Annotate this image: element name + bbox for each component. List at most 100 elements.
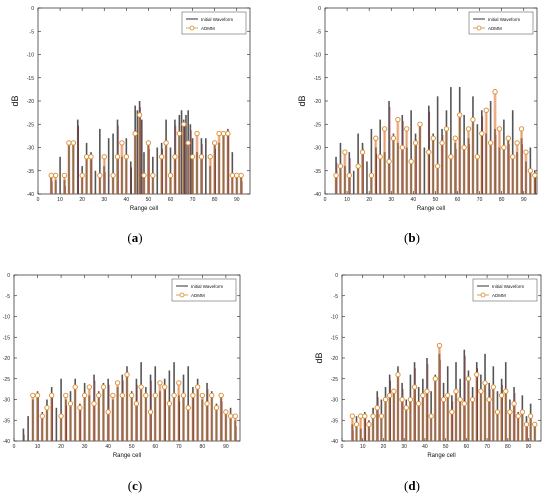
admm-point: [395, 371, 401, 378]
admm-point: [436, 342, 443, 349]
caption-a: (a): [127, 230, 143, 245]
x-tick-label: 30: [388, 197, 394, 203]
admm-point: [359, 149, 366, 155]
admm-point: [97, 172, 103, 179]
y-tick-label: -30: [27, 146, 34, 152]
admm-point: [194, 130, 200, 137]
admm-point: [498, 392, 505, 399]
y-tick-label: -5: [317, 29, 322, 35]
admm-point: [470, 116, 476, 123]
admm-point: [390, 135, 397, 141]
admm-point: [114, 380, 121, 386]
y-axis-label: dB: [314, 352, 324, 363]
admm-point: [176, 380, 182, 386]
admm-point: [143, 392, 149, 399]
admm-point: [159, 154, 165, 160]
y-tick-label: -35: [314, 169, 321, 175]
x-tick-label: 20: [366, 197, 372, 203]
admm-point: [399, 396, 405, 403]
admm-point: [492, 89, 498, 95]
admm-point: [399, 144, 405, 151]
legend-initial-label: Initial Waveform: [201, 17, 233, 22]
y-tick-label: -35: [3, 418, 10, 424]
admm-point: [100, 384, 107, 390]
y-tick-label: -35: [331, 418, 338, 424]
admm-point: [362, 413, 368, 419]
x-tick-label: 10: [57, 197, 63, 203]
x-tick-label: 20: [58, 444, 64, 450]
admm-point: [110, 172, 116, 179]
x-tick-label: 80: [499, 197, 505, 203]
x-tick-label: 80: [200, 444, 206, 450]
admm-point: [518, 126, 525, 132]
chart-a: 0-5-10-15-20-25-30-35-400 10 20 30 40 50 60 70 8…: [10, 6, 251, 212]
y-tick-label: -20: [314, 99, 321, 105]
x-tick-label: 0: [37, 197, 40, 203]
admm-point: [152, 392, 158, 399]
admm-point: [503, 388, 509, 394]
y-tick-label: -25: [3, 377, 10, 383]
y-tick-label: -10: [27, 53, 34, 59]
admm-point: [223, 409, 229, 415]
x-tick-label: 40: [411, 197, 417, 203]
admm-point: [353, 421, 360, 428]
admm-point: [457, 396, 463, 403]
admm-point: [482, 380, 488, 386]
caption-c: (c): [127, 478, 143, 493]
admm-point: [333, 172, 339, 179]
y-tick-label: 0: [7, 273, 10, 279]
x-tick-label: 30: [401, 444, 407, 450]
y-axis-label: dB: [297, 95, 307, 106]
admm-point: [30, 392, 36, 399]
admm-point: [119, 392, 125, 399]
admm-point: [370, 413, 376, 419]
x-tick-label: 40: [124, 197, 130, 203]
x-tick-label: 40: [105, 444, 111, 450]
admm-point: [461, 144, 467, 151]
legend-box: [472, 278, 538, 302]
x-tick-label: 70: [190, 197, 196, 203]
admm-point: [510, 154, 516, 160]
admm-point: [443, 126, 450, 132]
admm-point: [39, 413, 45, 419]
y-tick-label: -20: [3, 356, 10, 362]
admm-point: [403, 405, 409, 411]
admm-point: [439, 140, 445, 146]
y-tick-label: -25: [314, 122, 321, 128]
legend-initial-label: Initial Waveform: [492, 284, 524, 289]
admm-point: [157, 380, 163, 386]
x-tick-label: 70: [477, 197, 483, 203]
admm-point: [124, 371, 130, 378]
admm-point: [91, 400, 97, 407]
admm-point: [180, 392, 187, 399]
admm-point: [452, 135, 458, 141]
admm-point: [138, 384, 144, 390]
admm-point: [86, 384, 92, 390]
admm-point: [445, 392, 451, 399]
chart-b: 0-5-10-15-20-25-30-35-400 10 20 30 40 50 60 70 8…: [297, 6, 538, 212]
panel-a: 0 -5 -10 -15 -20 -25 -30 -35 -40 0 10 20 30 40 50 60 70 8…: [0, 0, 275, 220]
admm-point: [70, 140, 76, 146]
y-tick-label: -30: [314, 146, 321, 152]
panel-c: 0 -5 -10 -15 -20 -25 -30 -35 -40 0 10 20 30 40 50 60 70 8…: [0, 255, 275, 459]
legend-initial-label: Initial Waveform: [191, 284, 223, 289]
admm-point: [496, 126, 503, 132]
x-tick-label: 50: [146, 197, 152, 203]
legend-box: [171, 278, 237, 302]
y-tick-label: -10: [314, 53, 321, 59]
y-tick-label: -5: [6, 294, 11, 300]
admm-point: [67, 400, 74, 407]
admm-point: [63, 392, 69, 399]
admm-point: [449, 409, 455, 415]
admm-point: [434, 163, 441, 169]
admm-point: [391, 388, 397, 394]
y-tick-label: -30: [3, 398, 10, 404]
admm-point: [185, 140, 191, 146]
x-tick-label: 90: [521, 197, 527, 203]
admm-point: [523, 421, 530, 428]
admm-point: [53, 172, 59, 179]
x-tick-label: 10: [360, 444, 366, 450]
admm-point: [181, 121, 187, 127]
admm-point: [198, 154, 205, 160]
admm-point: [349, 413, 356, 419]
